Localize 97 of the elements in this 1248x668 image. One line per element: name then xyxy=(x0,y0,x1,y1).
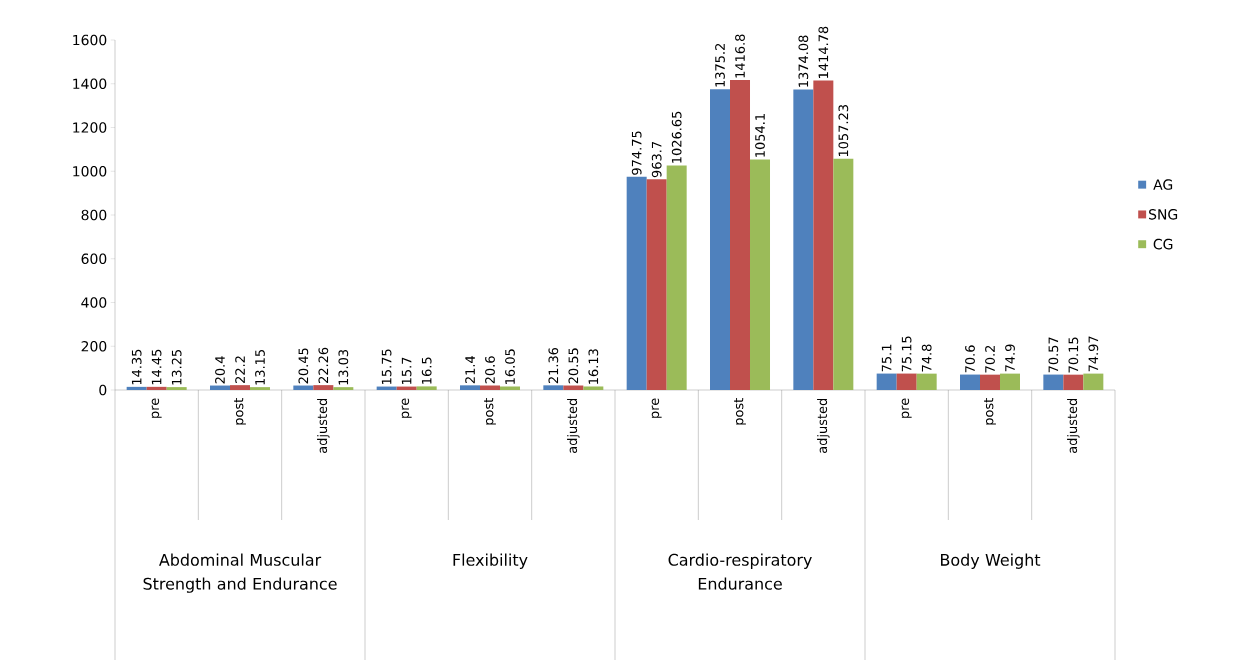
data-label: 16.5 xyxy=(421,357,432,384)
data-label: 13.25 xyxy=(171,349,182,385)
bar xyxy=(750,159,771,390)
data-label: 21.36 xyxy=(548,347,559,384)
bar xyxy=(543,385,564,390)
data-label: 22.2 xyxy=(235,356,245,383)
data-label: 14.45 xyxy=(151,349,162,385)
bar xyxy=(813,80,834,390)
data-label: 974.75 xyxy=(631,131,642,175)
data-label: 1416.8 xyxy=(735,34,745,78)
data-label: 15.75 xyxy=(381,349,392,384)
bar xyxy=(313,385,334,390)
text: Flexibility xyxy=(453,553,528,569)
y-tick-label: 1600 xyxy=(73,34,107,46)
data-label: 1054.1 xyxy=(755,114,765,157)
bar xyxy=(480,385,500,390)
data-label: 74.9 xyxy=(1005,344,1015,372)
y-tick-label: 600 xyxy=(81,253,107,265)
data-label: 15.7 xyxy=(401,357,412,384)
data-label: 963.7 xyxy=(651,142,662,178)
y-tick-label: 1200 xyxy=(73,122,107,133)
legend-label: SNG xyxy=(1149,209,1178,220)
bar xyxy=(896,373,917,390)
bar xyxy=(666,165,687,390)
bar xyxy=(146,386,167,390)
legend-label: AG xyxy=(1153,179,1173,190)
data-label: 20.6 xyxy=(485,356,495,384)
data-label: 70.6 xyxy=(965,345,975,373)
x-tick-label: pre xyxy=(651,398,662,418)
data-label: 70.15 xyxy=(1068,337,1079,373)
data-label: 1375.2 xyxy=(715,43,725,87)
data-label: 1414.78 xyxy=(818,26,829,78)
bar xyxy=(980,374,1001,390)
bar xyxy=(916,373,937,390)
x-tick-label: post xyxy=(734,398,746,425)
y-tick-label: 1000 xyxy=(73,165,107,177)
bar xyxy=(646,179,667,390)
x-tick-label: post xyxy=(234,398,246,425)
bar xyxy=(250,387,270,390)
data-label: 22.26 xyxy=(318,347,329,383)
data-label: 70.2 xyxy=(985,345,995,373)
data-label: 74.8 xyxy=(921,344,932,372)
x-tick-label: pre xyxy=(901,398,912,418)
bar xyxy=(730,80,750,390)
data-label: 13.03 xyxy=(338,349,349,385)
text: Cardio-respiratory Endurance xyxy=(668,553,812,590)
bar xyxy=(793,89,814,390)
x-tick-label: pre xyxy=(401,398,412,418)
text: Body Weight xyxy=(941,553,1041,569)
bar xyxy=(416,386,437,390)
data-label: 13.15 xyxy=(255,349,265,385)
bar xyxy=(583,386,604,390)
bar xyxy=(1063,374,1084,390)
x-tick-label: adjusted xyxy=(817,398,830,453)
bar xyxy=(876,373,897,390)
bar xyxy=(333,387,354,390)
data-label: 1374.08 xyxy=(798,35,809,87)
x-tick-label: post xyxy=(984,398,996,425)
y-tick-label: 800 xyxy=(81,209,107,221)
bar xyxy=(1000,373,1021,390)
bar xyxy=(293,385,314,390)
y-tick-label: 400 xyxy=(81,297,107,308)
bar xyxy=(166,387,187,390)
x-tick-label: adjusted xyxy=(567,398,580,453)
text: Abdominal Muscular Strength and Endurance xyxy=(143,553,337,593)
bar xyxy=(1083,373,1104,390)
data-label: 16.13 xyxy=(588,349,599,384)
data-label: 75.1 xyxy=(881,344,892,372)
bar xyxy=(833,158,854,390)
x-tick-label: pre xyxy=(151,398,162,418)
data-label: 21.4 xyxy=(465,356,475,384)
x-tick-label: adjusted xyxy=(317,398,330,453)
data-label: 1026.65 xyxy=(671,111,682,163)
bar xyxy=(126,386,147,390)
y-tick-label: 1400 xyxy=(73,78,107,90)
bar xyxy=(210,385,230,390)
data-label: 16.05 xyxy=(505,349,515,384)
bar xyxy=(710,89,730,390)
bar xyxy=(960,374,981,390)
data-label: 20.55 xyxy=(568,348,579,384)
legend-label: CG xyxy=(1153,238,1173,250)
bar xyxy=(460,385,480,390)
data-label: 20.45 xyxy=(298,348,309,384)
y-tick-label: 0 xyxy=(99,384,107,396)
bar xyxy=(626,176,647,390)
data-label: 70.57 xyxy=(1048,337,1059,373)
x-tick-label: adjusted xyxy=(1067,398,1080,453)
data-label: 1057.23 xyxy=(838,105,849,157)
data-label: 14.35 xyxy=(131,349,142,385)
bar xyxy=(1043,374,1064,390)
data-label: 74.97 xyxy=(1088,336,1099,372)
y-tick-label: 200 xyxy=(81,340,107,352)
bar xyxy=(500,386,520,390)
data-label: 20.4 xyxy=(215,356,225,384)
bar xyxy=(230,385,250,390)
data-label: 75.15 xyxy=(901,336,912,372)
x-tick-label: post xyxy=(484,398,496,425)
